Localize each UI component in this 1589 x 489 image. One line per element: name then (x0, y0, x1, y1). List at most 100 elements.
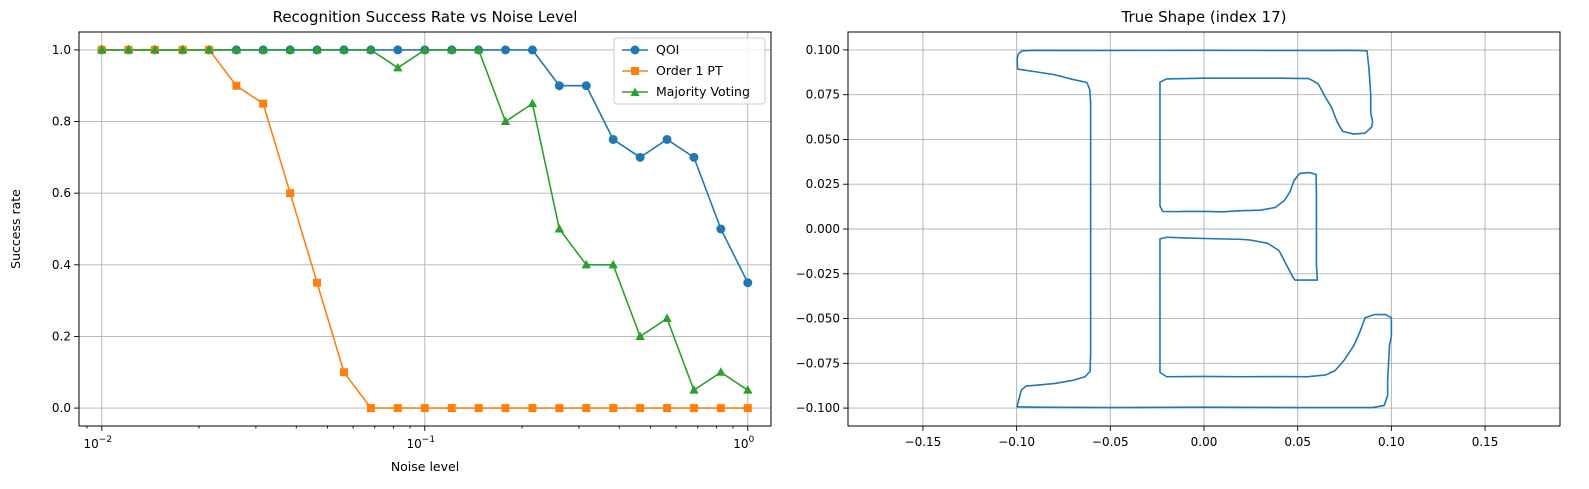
data-point-majority-voting (204, 44, 214, 54)
data-point-order-1-pt (555, 404, 564, 413)
legend-label-order1pt: Order 1 PT (656, 63, 723, 78)
chart2-y-tick-label: −0.075 (796, 356, 840, 370)
data-point-majority-voting (447, 44, 457, 54)
chart1-x-axis-label: Noise level (391, 459, 459, 474)
chart1-y-tick-label: 0.2 (52, 329, 71, 343)
data-point-order-1-pt (716, 404, 725, 413)
data-point-qoi (393, 45, 403, 55)
chart2-title: True Shape (index 17) (1121, 8, 1287, 26)
data-point-order-1-pt (582, 404, 591, 413)
data-point-qoi (527, 45, 537, 55)
data-point-order-1-pt (501, 404, 510, 413)
chart2-y-tick-label: 0.000 (806, 222, 840, 236)
data-point-order-1-pt (474, 404, 483, 413)
chart2-y-tick-label: 0.100 (806, 43, 840, 57)
legend-label-qoi: QOI (656, 42, 679, 57)
data-point-majority-voting (150, 44, 160, 54)
data-point-majority-voting (339, 44, 349, 54)
chart1-y-axis-label: Success rate (8, 189, 23, 269)
chart1-title: Recognition Success Rate vs Noise Level (273, 8, 578, 26)
chart2-x-tick-label: −0.05 (1092, 435, 1129, 449)
data-point-majority-voting (231, 44, 242, 54)
data-point-order-1-pt (366, 404, 375, 413)
data-point-qoi (608, 134, 618, 144)
chart1-legend: QOI Order 1 PT Majority Voting (613, 37, 766, 105)
data-point-order-1-pt (663, 404, 672, 413)
data-point-majority-voting (285, 44, 295, 54)
chart2-y-tick-label: −0.100 (796, 401, 840, 415)
chart2-ticks: −0.15 −0.10 −0.05 0.00 0.05 0.10 0.15 −0.100 −0.… (796, 43, 1499, 449)
chart2-x-tick-label: 0.05 (1284, 435, 1311, 449)
legend-marker-order1pt (631, 67, 639, 75)
chart2-shape (1016, 49, 1393, 409)
data-point-majority-voting (689, 385, 699, 394)
data-point-qoi (743, 278, 753, 288)
chart2-x-tick-label: 0.00 (1191, 435, 1218, 449)
true-shape-chart: −0.15 −0.10 −0.05 0.00 0.05 0.10 0.15 −0.100 −0.… (796, 8, 1561, 449)
legend-item-majority-voting: Majority Voting (622, 84, 750, 99)
chart2-x-tick-label: 0.10 (1378, 435, 1405, 449)
data-point-qoi (716, 224, 726, 234)
chart1-x-tick-label: 10−1 (407, 435, 436, 451)
data-point-order-1-pt (609, 404, 618, 413)
data-point-order-1-pt (689, 404, 698, 413)
data-point-order-1-pt (447, 404, 456, 413)
data-point-majority-voting (581, 259, 591, 269)
chart1-y-tick-label: 0.8 (52, 115, 71, 129)
chart1-x-tick-label: 100 (733, 435, 754, 451)
data-point-majority-voting (662, 313, 672, 323)
chart2-x-tick-label: 0.15 (1472, 435, 1499, 449)
data-point-order-1-pt (286, 189, 295, 198)
data-point-order-1-pt (393, 404, 402, 413)
chart1-y-tick-label: 0.6 (52, 186, 71, 200)
data-point-majority-voting (312, 44, 322, 54)
chart2-grid (848, 32, 1560, 426)
data-point-order-1-pt (232, 81, 241, 90)
chart1-ticks: 10−2 10−1 100 0.0 0.2 0.4 0.6 0.8 1.0 (52, 43, 755, 451)
chart2-y-tick-label: 0.075 (806, 88, 840, 102)
data-point-majority-voting (123, 44, 134, 54)
chart2-x-tick-label: −0.10 (998, 435, 1035, 449)
data-point-majority-voting (635, 331, 645, 340)
data-point-qoi (662, 134, 672, 144)
data-point-order-1-pt (636, 404, 645, 413)
data-point-order-1-pt (528, 404, 537, 413)
chart2-y-tick-label: 0.050 (806, 132, 840, 146)
data-point-majority-voting (366, 44, 376, 54)
data-point-qoi (501, 45, 511, 55)
data-point-qoi (635, 152, 645, 162)
data-point-order-1-pt (259, 99, 268, 108)
chart2-y-tick-label: 0.025 (806, 177, 840, 191)
chart2-x-tick-label: −0.15 (905, 435, 942, 449)
data-point-majority-voting (527, 98, 538, 108)
data-point-majority-voting (473, 44, 484, 54)
data-point-qoi (581, 81, 591, 91)
legend-box (613, 37, 766, 105)
data-point-majority-voting (554, 224, 565, 233)
chart1-series-markers (97, 44, 753, 413)
data-point-majority-voting (97, 44, 107, 54)
chart1-y-tick-label: 1.0 (52, 43, 71, 57)
data-point-majority-voting (500, 116, 511, 126)
data-point-majority-voting (177, 44, 188, 54)
legend-label-majority-voting: Majority Voting (656, 84, 750, 99)
shape-outline-line (1016, 49, 1393, 409)
success-rate-chart: 10−2 10−1 100 0.0 0.2 0.4 0.6 0.8 1.0 Recognitio… (8, 8, 772, 474)
data-point-majority-voting (743, 385, 753, 394)
legend-item-qoi: QOI (622, 42, 679, 57)
chart1-y-tick-label: 0.4 (52, 258, 71, 272)
chart1-y-tick-label: 0.0 (52, 401, 71, 415)
data-point-order-1-pt (743, 404, 752, 413)
data-point-majority-voting (716, 367, 726, 376)
legend-marker-majority-voting (630, 87, 640, 96)
data-point-majority-voting (258, 44, 268, 54)
legend-marker-qoi (630, 45, 640, 55)
data-point-order-1-pt (313, 278, 322, 287)
data-point-order-1-pt (339, 368, 348, 377)
data-point-majority-voting (608, 259, 618, 269)
data-point-majority-voting (420, 44, 430, 54)
chart1-x-tick-label: 10−2 (84, 435, 113, 451)
data-point-majority-voting (393, 62, 403, 72)
data-point-order-1-pt (420, 404, 429, 413)
